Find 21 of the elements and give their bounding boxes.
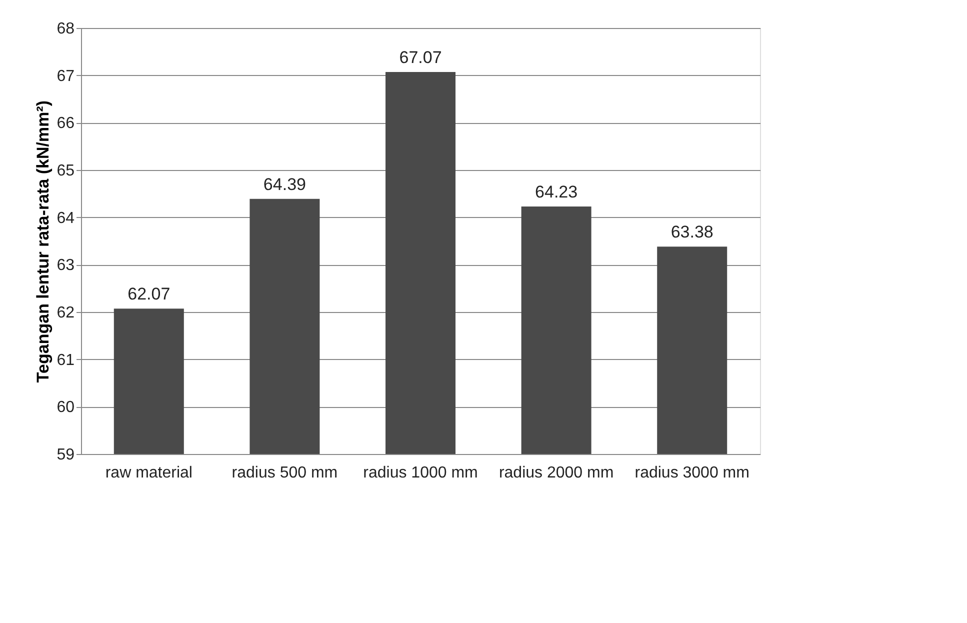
data-label: 67.07 — [399, 48, 442, 68]
data-label: 64.39 — [263, 174, 306, 194]
y-tick-label: 62 — [56, 304, 75, 322]
x-tick-label: radius 2000 mm — [498, 464, 614, 482]
y-tick-label: 67 — [56, 68, 75, 85]
y-tick-label: 64 — [56, 210, 75, 227]
y-axis-title: Tegangan lentur rata-rata (kN/mm²) — [34, 100, 53, 383]
data-label: 62.07 — [128, 284, 170, 304]
y-tick-label: 68 — [56, 20, 75, 38]
data-label: 63.38 — [670, 222, 714, 242]
x-tick-label: raw material — [105, 464, 192, 482]
x-tick-label: radius 3000 mm — [634, 464, 750, 482]
x-tick-label: radius 1000 mm — [363, 464, 478, 482]
y-tick-label: 66 — [56, 115, 75, 132]
y-tick-label: 61 — [56, 352, 75, 369]
y-tick-label: 65 — [56, 162, 75, 180]
data-label: 64.23 — [535, 182, 578, 202]
y-tick-label: 60 — [56, 399, 75, 416]
y-tick-label: 63 — [56, 257, 75, 274]
x-tick-label: radius 500 mm — [232, 464, 338, 482]
y-tick-label: 59 — [56, 446, 75, 464]
